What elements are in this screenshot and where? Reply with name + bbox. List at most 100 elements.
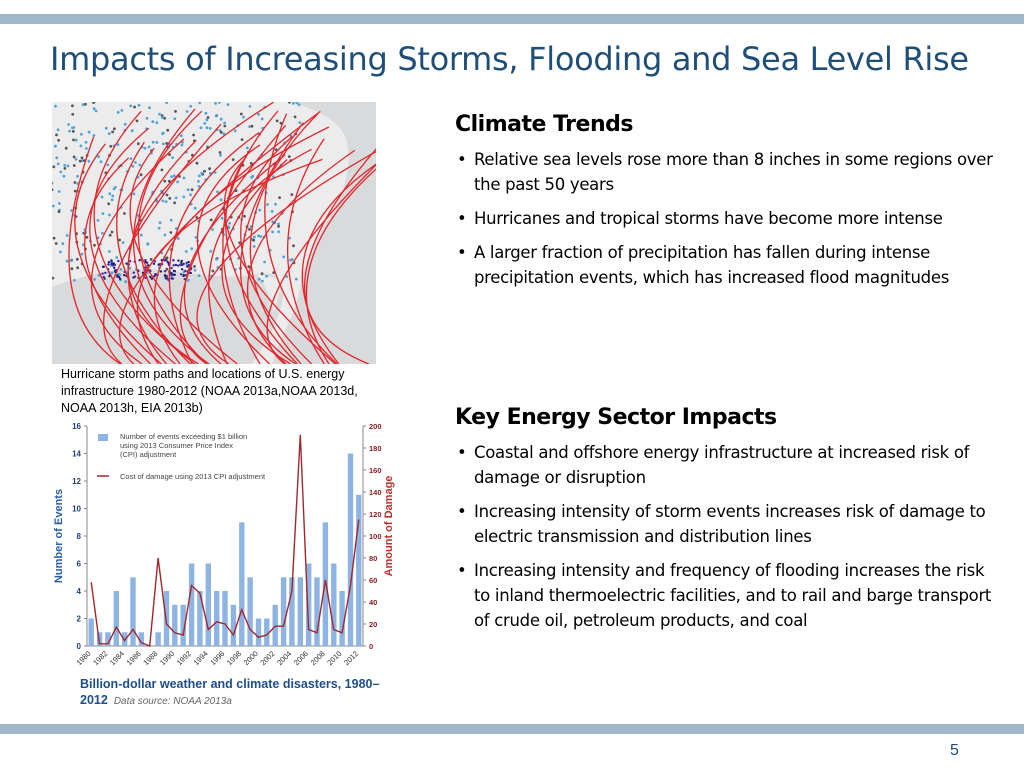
- infrastructure-dot: [282, 255, 286, 259]
- infrastructure-dot: [190, 247, 194, 251]
- infrastructure-dot: [65, 234, 69, 237]
- storm-track: [153, 126, 330, 364]
- infrastructure-dot: [242, 115, 245, 119]
- storm-track: [246, 149, 356, 364]
- infrastructure-dot: [120, 109, 124, 112]
- infrastructure-dot: [249, 162, 253, 165]
- infrastructure-dot: [111, 130, 114, 134]
- infrastructure-dot: [139, 233, 143, 237]
- infrastructure-dot: [177, 259, 180, 262]
- infrastructure-dot: [97, 155, 100, 159]
- infrastructure-dot: [118, 277, 122, 280]
- infrastructure-dot: [123, 273, 126, 277]
- infrastructure-dot: [211, 228, 214, 231]
- infrastructure-dot: [220, 217, 224, 220]
- x-tick-label: 2008: [309, 649, 327, 667]
- infrastructure-dot: [170, 267, 173, 270]
- infrastructure-dot: [169, 218, 173, 222]
- infrastructure-dot: [149, 275, 152, 279]
- storm-track: [137, 110, 207, 364]
- bar: [314, 577, 320, 647]
- y2-tick-label: 60: [369, 576, 377, 585]
- x-tick-label: 2000: [242, 649, 260, 667]
- infrastructure-dot: [173, 117, 177, 121]
- infrastructure-dot: [227, 225, 230, 229]
- infrastructure-dot: [161, 132, 164, 136]
- infrastructure-dot: [160, 116, 164, 119]
- energy-impacts-heading: Key Energy Sector Impacts: [455, 405, 777, 430]
- infrastructure-dot: [76, 266, 79, 270]
- chart-data-source: Data source: NOAA 2013a: [113, 696, 232, 707]
- infrastructure-dot: [170, 277, 174, 280]
- infrastructure-dot: [81, 103, 85, 107]
- disaster-chart: 0 2 4 6 8 10 12 14 16 0 20 40 60 80 100 120 140 160 180 200…: [50, 418, 400, 718]
- infrastructure-dot: [152, 262, 156, 265]
- bar: [138, 632, 145, 647]
- storm-tracks: [68, 102, 376, 364]
- infrastructure-dot: [168, 153, 171, 156]
- y-tick-label: 2: [77, 615, 82, 624]
- infrastructure-dot: [180, 268, 184, 271]
- infrastructure-dot: [113, 127, 116, 131]
- infrastructure-dot: [59, 250, 62, 254]
- infrastructure-dot: [217, 102, 221, 104]
- infrastructure-dot: [138, 259, 141, 262]
- infrastructure-dot: [203, 169, 206, 173]
- infrastructure-dot: [275, 119, 279, 123]
- infrastructure-dot: [96, 219, 100, 222]
- infrastructure-dot: [174, 263, 177, 267]
- storm-track: [286, 138, 325, 364]
- legend-bar-label: Number of events exceeding $1 billion usi…: [120, 432, 247, 459]
- infrastructure-dot: [165, 102, 168, 105]
- infrastructure-dot: [233, 129, 237, 133]
- infrastructure-dot: [85, 235, 89, 239]
- storm-track: [84, 157, 151, 364]
- infrastructure-dot: [132, 271, 135, 274]
- infrastructure-dot: [101, 212, 105, 215]
- infrastructure-dot: [179, 134, 183, 138]
- infrastructure-dot: [215, 257, 218, 261]
- infrastructure-dot: [180, 273, 183, 276]
- infrastructure-dot: [180, 261, 183, 264]
- infrastructure-dot: [104, 126, 108, 130]
- infrastructure-dot: [169, 231, 173, 234]
- infrastructure-dot: [93, 278, 96, 281]
- y-tick-label: 4: [77, 587, 82, 596]
- infrastructure-dot: [80, 156, 84, 160]
- bar: [88, 618, 94, 646]
- legend-bar-label-line: Number of events exceeding $1 billion: [120, 432, 247, 441]
- bar: [96, 632, 103, 647]
- infrastructure-dot: [68, 129, 71, 133]
- infrastructure-dot: [81, 159, 84, 162]
- bar: [347, 453, 354, 646]
- infrastructure-dot: [277, 222, 280, 226]
- infrastructure-dot: [113, 266, 116, 269]
- infrastructure-dot: [52, 181, 54, 185]
- y-tick-label: 12: [72, 477, 81, 486]
- infrastructure-dot: [250, 176, 254, 179]
- infrastructure-dot: [113, 269, 117, 272]
- infrastructure-dot: [163, 259, 166, 262]
- infrastructure-dot: [100, 195, 104, 199]
- infrastructure-dot: [287, 155, 291, 158]
- infrastructure-dot: [132, 192, 136, 196]
- y2-tick-label: 40: [369, 598, 377, 607]
- infrastructure-dot: [157, 226, 161, 230]
- infrastructure-dot: [110, 260, 113, 263]
- infrastructure-dot: [274, 202, 277, 206]
- bar: [130, 577, 136, 647]
- infrastructure-dot: [74, 138, 78, 142]
- infrastructure-dot: [109, 144, 113, 148]
- infrastructure-dot: [56, 162, 60, 166]
- infrastructure-dot: [191, 153, 194, 157]
- disaster-chart-svg: 0246810121416020406080100120140160180200…: [53, 422, 395, 667]
- infrastructure-dot: [253, 235, 256, 239]
- x-tick-label: 1994: [192, 649, 210, 667]
- infrastructure-dot: [292, 244, 295, 248]
- infrastructure-dot: [205, 118, 209, 122]
- infrastructure-dot: [111, 264, 114, 267]
- infrastructure-dot: [125, 262, 128, 265]
- infrastructure-dot: [55, 156, 59, 160]
- infrastructure-dot: [72, 164, 76, 167]
- x-tick-label: 1990: [158, 649, 176, 667]
